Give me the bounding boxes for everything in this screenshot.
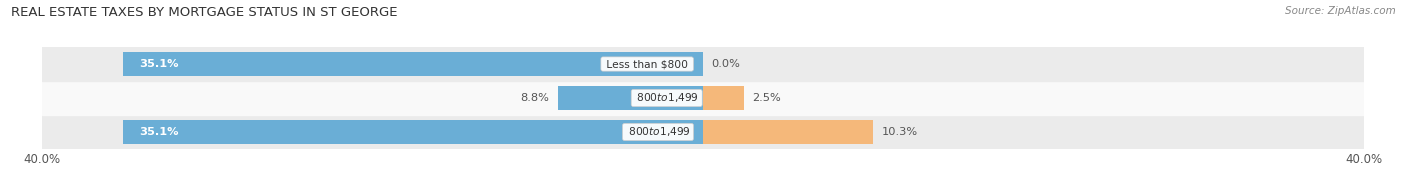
Bar bbox=[124, 120, 703, 143]
Text: 8.8%: 8.8% bbox=[520, 93, 550, 103]
Bar bbox=[42, 81, 1364, 115]
Text: REAL ESTATE TAXES BY MORTGAGE STATUS IN ST GEORGE: REAL ESTATE TAXES BY MORTGAGE STATUS IN … bbox=[11, 6, 398, 19]
Text: 35.1%: 35.1% bbox=[139, 59, 179, 69]
Text: 10.3%: 10.3% bbox=[882, 127, 918, 137]
Bar bbox=[42, 115, 1364, 149]
Bar bbox=[42, 47, 1364, 81]
Bar bbox=[703, 120, 873, 143]
Text: 2.5%: 2.5% bbox=[752, 93, 782, 103]
Text: $800 to $1,499: $800 to $1,499 bbox=[624, 125, 692, 138]
Text: Less than $800: Less than $800 bbox=[603, 59, 692, 69]
Bar bbox=[703, 86, 744, 110]
Bar bbox=[124, 53, 703, 76]
Text: 0.0%: 0.0% bbox=[711, 59, 740, 69]
Text: $800 to $1,499: $800 to $1,499 bbox=[633, 92, 700, 104]
Text: Source: ZipAtlas.com: Source: ZipAtlas.com bbox=[1285, 6, 1396, 16]
Text: 35.1%: 35.1% bbox=[139, 127, 179, 137]
Bar bbox=[558, 86, 703, 110]
